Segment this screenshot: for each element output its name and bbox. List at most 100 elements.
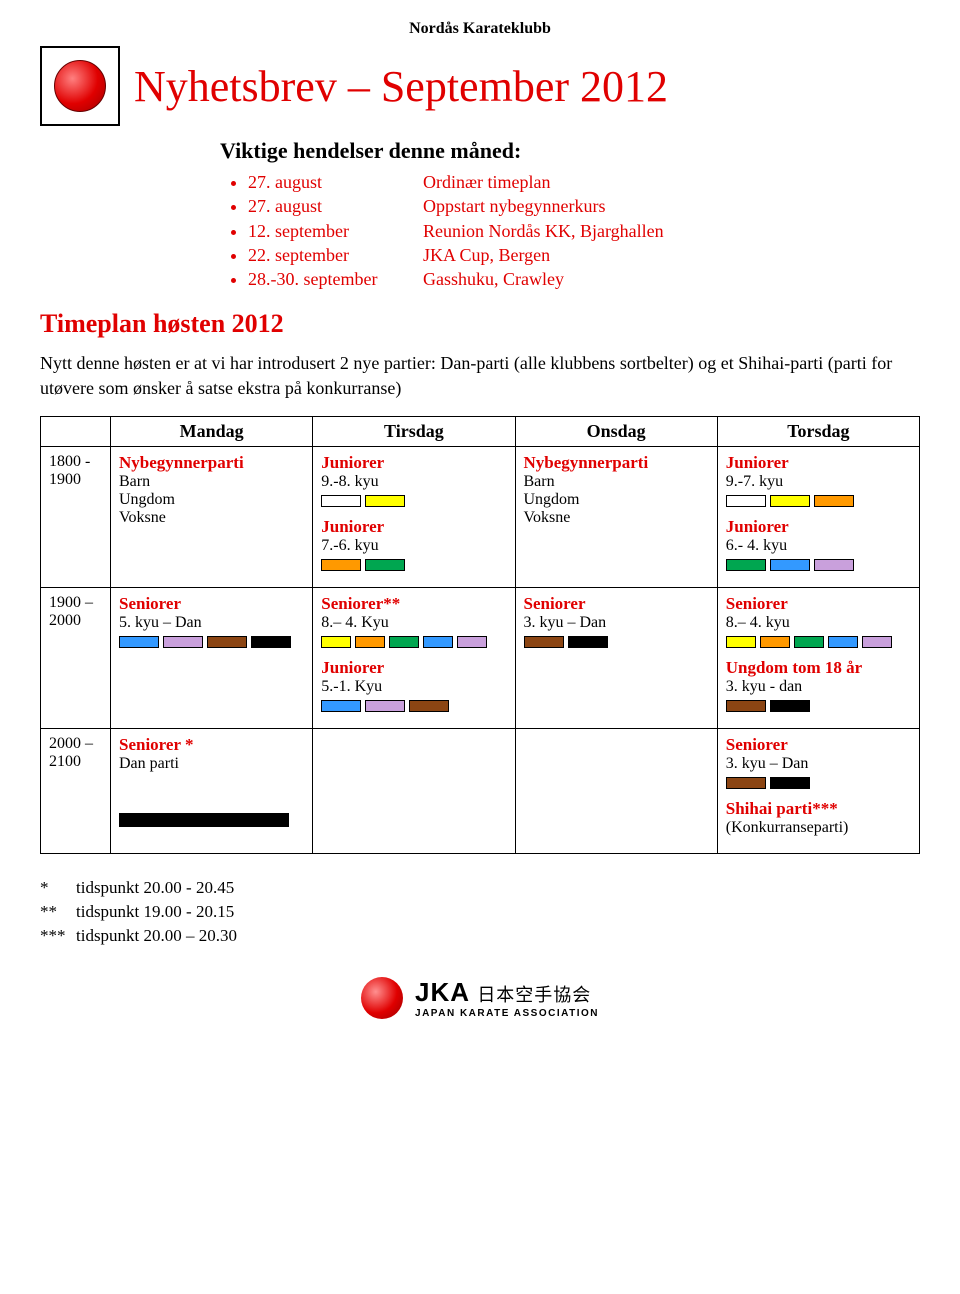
cell-title: Juniorer	[321, 453, 506, 473]
sun-icon	[361, 977, 403, 1019]
belt-icon	[163, 636, 203, 648]
belt-icon	[770, 559, 810, 571]
cell-title: Seniorer**	[321, 594, 506, 614]
belt-icon	[568, 636, 608, 648]
event-desc: Reunion Nordås KK, Bjarghallen	[423, 221, 664, 241]
belt-icon	[389, 636, 419, 648]
cell-mon-2000: Seniorer * Dan parti	[111, 729, 313, 854]
events-list: 27. augustOrdinær timeplan 27. augustOpp…	[220, 170, 920, 291]
belt-icon	[321, 700, 361, 712]
footnote: ***tidspunkt 20.00 – 20.30	[40, 924, 920, 948]
cell-sub: 6.- 4. kyu	[726, 537, 911, 555]
cell-title: Shihai parti***	[726, 799, 911, 819]
cell-title: Juniorer	[321, 517, 506, 537]
cell-title: Seniorer	[524, 594, 709, 614]
cell-sub: 9.-7. kyu	[726, 473, 911, 491]
table-header-row: Mandag Tirsdag Onsdag Torsdag	[41, 417, 920, 447]
cell-line: Voksne	[524, 509, 709, 527]
col-tirsdag: Tirsdag	[313, 417, 515, 447]
belt-row	[726, 777, 911, 789]
cell-thu-1900: Seniorer 8.– 4. kyu Ungdom tom 18 år 3. …	[717, 588, 919, 729]
belt-icon	[726, 636, 756, 648]
table-row: 2000 – 2100 Seniorer * Dan parti Seniore…	[41, 729, 920, 854]
cell-wed-1900: Seniorer 3. kyu – Dan	[515, 588, 717, 729]
belt-icon	[726, 700, 766, 712]
belt-icon	[760, 636, 790, 648]
cell-title: Ungdom tom 18 år	[726, 658, 911, 678]
cell-title: Nybegynnerparti	[119, 453, 304, 473]
cell-sub: 5. kyu – Dan	[119, 614, 304, 632]
belt-row	[321, 495, 506, 507]
jka-text: JKA 日本空手協会 JAPAN KARATE ASSOCIATION	[415, 977, 599, 1019]
footnote: *tidspunkt 20.00 - 20.45	[40, 876, 920, 900]
event-desc: Oppstart nybegynnerkurs	[423, 196, 605, 216]
belt-icon	[794, 636, 824, 648]
belt-icon	[726, 559, 766, 571]
intro-paragraph: Nytt denne høsten er at vi har introduse…	[40, 351, 920, 400]
belt-icon	[355, 636, 385, 648]
belt-icon	[365, 495, 405, 507]
cell-sub: 9.-8. kyu	[321, 473, 506, 491]
section-title: Timeplan høsten 2012	[40, 309, 920, 339]
events-block: Viktige hendelser denne måned: 27. augus…	[220, 138, 920, 291]
event-date: 12. september	[248, 219, 423, 243]
belt-row	[726, 636, 911, 648]
belt-icon	[814, 495, 854, 507]
cell-title: Juniorer	[726, 517, 911, 537]
cell-thu-2000: Seniorer 3. kyu – Dan Shihai parti*** (K…	[717, 729, 919, 854]
col-mandag: Mandag	[111, 417, 313, 447]
footnote-text: tidspunkt 19.00 - 20.15	[76, 902, 234, 921]
cell-title: Seniorer	[726, 594, 911, 614]
belt-icon	[828, 636, 858, 648]
belt-icon	[770, 700, 810, 712]
cell-title: Nybegynnerparti	[524, 453, 709, 473]
event-desc: Gasshuku, Crawley	[423, 269, 564, 289]
cell-sub: 5.-1. Kyu	[321, 678, 506, 696]
belt-icon	[321, 559, 361, 571]
event-item: 28.-30. septemberGasshuku, Crawley	[248, 267, 920, 291]
cell-tue-2000	[313, 729, 515, 854]
cell-line: Ungdom	[119, 491, 304, 509]
cell-title: Seniorer	[726, 735, 911, 755]
cell-sub: 8.– 4. kyu	[726, 614, 911, 632]
cell-mon-1800: Nybegynnerparti Barn Ungdom Voksne	[111, 447, 313, 588]
belt-icon	[321, 495, 361, 507]
belt-icon	[814, 559, 854, 571]
cell-mon-1900: Seniorer 5. kyu – Dan	[111, 588, 313, 729]
event-date: 27. august	[248, 194, 423, 218]
event-date: 27. august	[248, 170, 423, 194]
belt-icon	[365, 559, 405, 571]
cell-wed-1800: Nybegynnerparti Barn Ungdom Voksne	[515, 447, 717, 588]
jka-footer-logo: JKA 日本空手協会 JAPAN KARATE ASSOCIATION	[40, 977, 920, 1019]
event-item: 27. augustOrdinær timeplan	[248, 170, 920, 194]
cell-sub: 8.– 4. Kyu	[321, 614, 506, 632]
belt-icon	[409, 700, 449, 712]
cell-line: Ungdom	[524, 491, 709, 509]
cell-thu-1800: Juniorer 9.-7. kyu Juniorer 6.- 4. kyu	[717, 447, 919, 588]
footnote-text: tidspunkt 20.00 – 20.30	[76, 926, 237, 945]
belt-row	[321, 559, 506, 571]
page-title: Nyhetsbrev – September 2012	[134, 61, 668, 112]
belt-row	[524, 636, 709, 648]
club-logo	[40, 46, 120, 126]
time-cell: 1800 - 1900	[41, 447, 111, 588]
belt-row	[726, 559, 911, 571]
cell-line: Barn	[524, 473, 709, 491]
cell-title: Seniorer *	[119, 735, 304, 755]
event-desc: JKA Cup, Bergen	[423, 245, 550, 265]
belt-icon	[119, 813, 289, 827]
cell-sub: Dan parti	[119, 755, 304, 773]
belt-icon	[524, 636, 564, 648]
cell-tue-1900: Seniorer** 8.– 4. Kyu Juniorer 5.-1. Kyu	[313, 588, 515, 729]
belt-row	[321, 700, 506, 712]
belt-icon	[207, 636, 247, 648]
belt-row	[321, 636, 506, 648]
col-torsdag: Torsdag	[717, 417, 919, 447]
event-desc: Ordinær timeplan	[423, 172, 550, 192]
belt-icon	[457, 636, 487, 648]
cell-sub: (Konkurranseparti)	[726, 819, 911, 837]
footnote-text: tidspunkt 20.00 - 20.45	[76, 878, 234, 897]
belt-icon	[726, 495, 766, 507]
schedule-table: Mandag Tirsdag Onsdag Torsdag 1800 - 190…	[40, 416, 920, 854]
cell-line: Barn	[119, 473, 304, 491]
